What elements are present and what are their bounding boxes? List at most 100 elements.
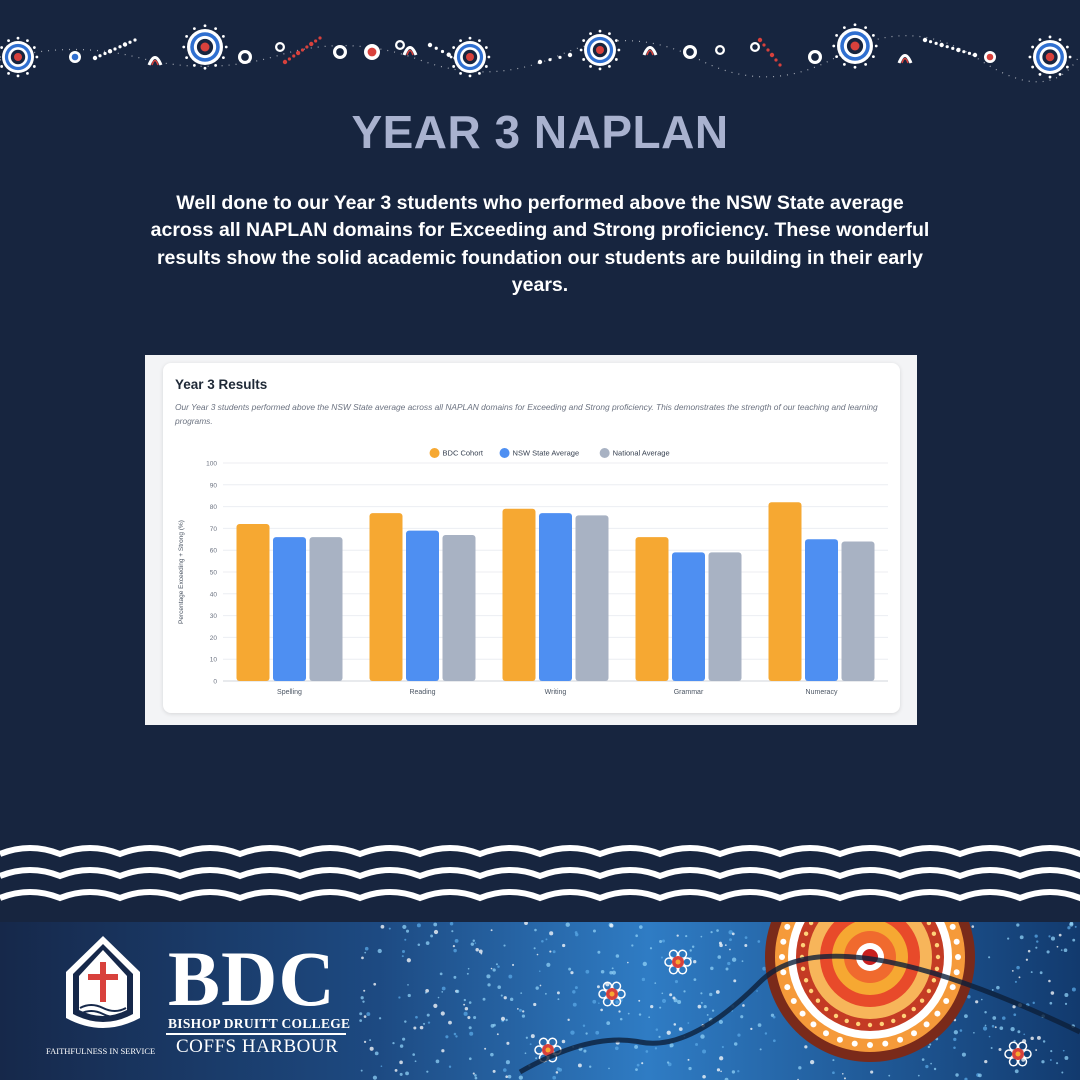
legend-item: NSW State Average [499,448,580,458]
texture-dot [518,1075,523,1080]
bar-reading-national-average [442,534,476,681]
texture-dot [702,1074,706,1079]
texture-dot [585,1032,588,1035]
texture-dot [710,931,713,934]
legend-label: National Average [613,449,670,458]
texture-dot [810,1060,815,1065]
texture-dot [525,1036,528,1039]
texture-dot [1030,1036,1034,1041]
legend-label: NSW State Average [513,449,580,458]
texture-dot [627,961,629,964]
texture-dot [804,1045,808,1049]
texture-dot [772,1015,776,1019]
y-tick-label: 70 [210,526,218,533]
dot-rosette [579,29,621,71]
wave-line [0,889,1080,902]
texture-dot [648,1016,651,1019]
texture-dot [463,998,467,1002]
y-tick-label: 10 [210,657,218,664]
texture-dot [592,929,596,933]
texture-dot [841,1073,844,1075]
texture-dot [964,1014,968,1019]
texture-dot [1050,991,1055,995]
texture-dot [1034,934,1038,938]
texture-dot [1046,950,1050,954]
school-name: BISHOP DRUITT COLLEGE [168,1016,351,1031]
texture-dot [798,1066,802,1070]
texture-dot [700,992,703,995]
texture-dot [1007,937,1010,940]
flower-motif [1004,1041,1032,1067]
dot-trail [446,52,451,57]
legend-swatch [599,448,610,458]
texture-dot [533,1002,537,1007]
bar-grammar-national-average [708,552,742,681]
texture-dot [377,948,382,954]
texture-dot [649,947,653,950]
texture-dot [1019,935,1024,940]
texture-dot [455,1035,458,1038]
texture-dot [709,992,713,997]
texture-dot [360,1069,363,1072]
texture-dot [419,1025,424,1030]
texture-dot [361,956,364,960]
texture-dot [534,928,537,932]
texture-dot [509,997,514,1002]
texture-dot [832,1059,835,1062]
texture-dot [741,960,744,963]
texture-dot [959,1029,963,1032]
page-title: YEAR 3 NAPLAN [351,106,729,158]
texture-dot [401,955,404,958]
texture-dot [685,934,688,938]
texture-dot [672,996,676,1000]
texture-dot [1035,946,1038,949]
texture-dot [609,970,613,975]
texture-dot [693,978,697,981]
texture-dot [522,1010,525,1013]
dot-trail [558,55,562,59]
texture-dot [645,1050,649,1053]
texture-dot [1011,969,1014,972]
dot-rosette [832,23,878,69]
texture-dot [1064,1002,1068,1005]
texture-dot [399,1072,403,1076]
texture-dot [500,994,503,997]
y-axis-label: Percentage Exceeding + Strong (%) [178,520,185,624]
dot-trail [774,58,778,62]
texture-dot [468,1057,472,1061]
y-tick-label: 80 [210,504,218,511]
texture-dot [619,1017,623,1021]
intro-text: Well done to our Year 3 students who per… [150,192,930,296]
texture-dot [496,1033,499,1036]
bar-spelling-nsw-state-average [273,537,306,681]
texture-dot [606,1021,611,1026]
texture-dot [988,1035,991,1038]
texture-dot [380,924,385,929]
texture-dot [474,942,477,944]
x-tick-label: Spelling [277,689,302,696]
texture-dot [737,1070,740,1073]
texture-dot [503,996,507,1000]
dot-trail [934,41,938,45]
dot-trail [922,37,928,43]
dot-trail [939,42,944,48]
texture-dot [659,1006,662,1009]
texture-dot [991,1024,995,1028]
texture-dot [666,1030,671,1035]
texture-dot [729,948,731,951]
texture-dot [474,1076,478,1080]
texture-dot [930,1062,932,1065]
texture-dot [609,923,614,928]
texture-dot [639,925,643,929]
dot-trail [133,38,137,42]
texture-dot [691,945,695,948]
texture-dot [638,1013,642,1016]
texture-dot [1056,1062,1059,1065]
texture-dot [582,1024,586,1027]
dot-trail [945,45,949,49]
dot-trail [962,50,966,54]
texture-dot [641,977,646,982]
texture-dot [425,988,429,993]
texture-dot [757,1023,762,1027]
texture-dot [441,991,444,993]
